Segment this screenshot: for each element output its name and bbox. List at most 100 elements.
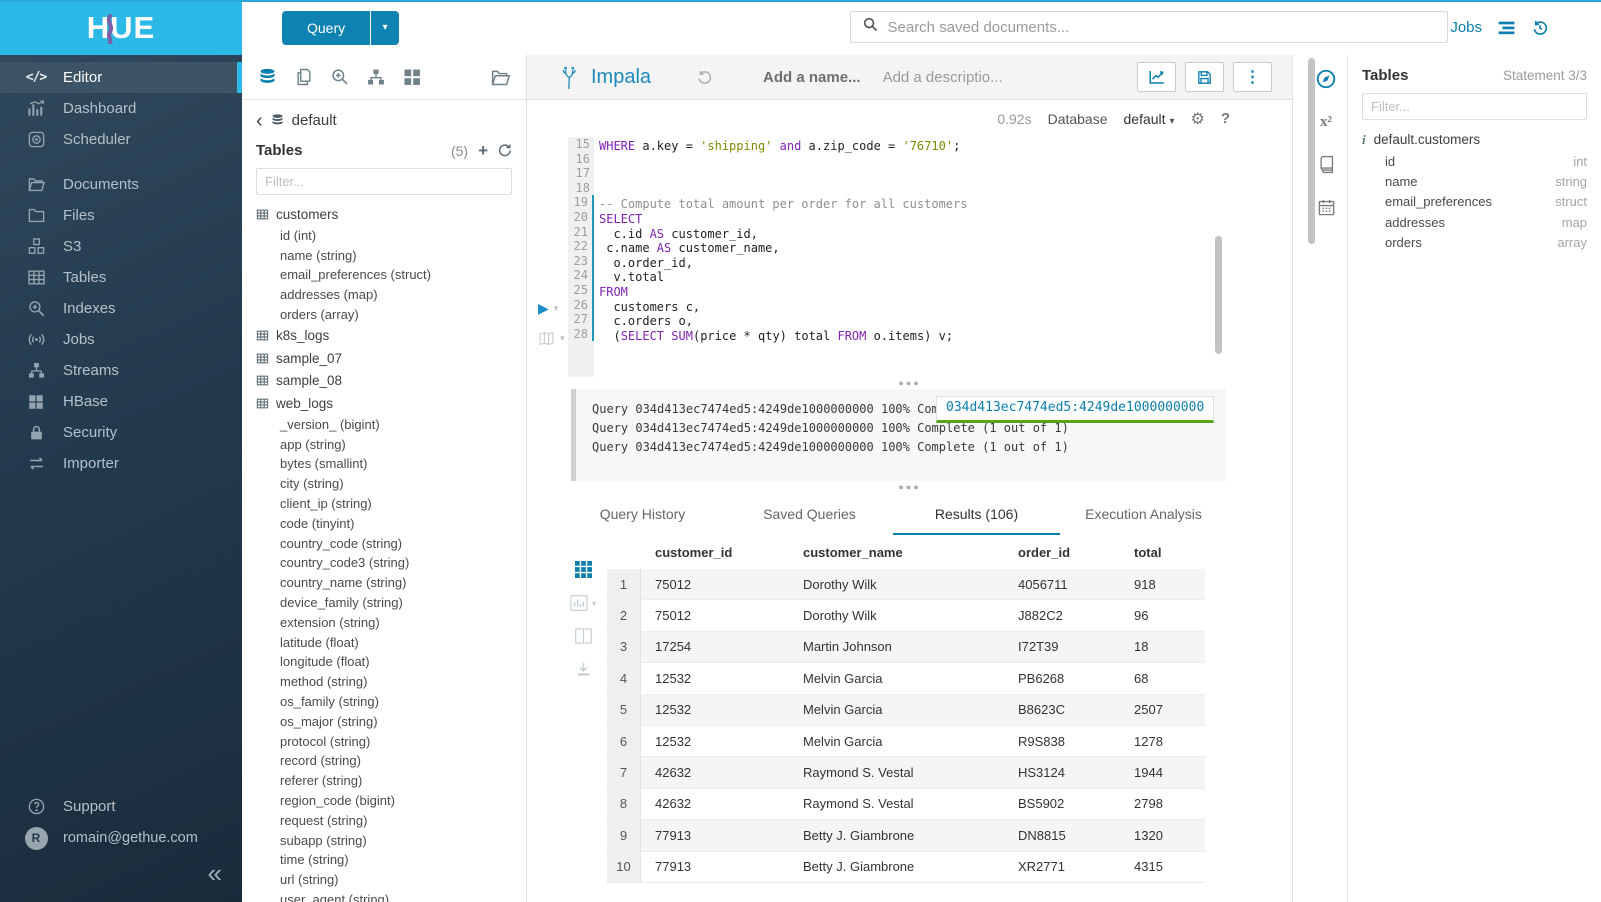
tree-column[interactable]: extension (string)	[280, 614, 380, 630]
sidebar-item-support[interactable]: Support	[0, 790, 242, 822]
run-query-button[interactable]: ▶	[538, 300, 549, 316]
tree-column[interactable]: country_name (string)	[280, 575, 407, 591]
tree-column[interactable]: name (string)	[280, 247, 357, 263]
tab-execution-analysis[interactable]: Execution Analysis	[1085, 506, 1202, 522]
assist-databases-icon[interactable]	[257, 67, 278, 88]
map-options-caret[interactable]: ▾	[560, 333, 565, 343]
tree-column[interactable]: url (string)	[280, 872, 339, 888]
columns-view-icon[interactable]	[574, 628, 592, 644]
editor-scrollbar[interactable]	[1215, 236, 1222, 354]
tables-filter-input[interactable]	[256, 168, 512, 195]
more-actions-button[interactable]: ⋮	[1233, 62, 1272, 92]
tree-column[interactable]: email_preferences (struct)	[280, 267, 431, 283]
run-options-caret[interactable]: ▾	[553, 302, 559, 313]
hue-logo[interactable]: HUE	[0, 0, 242, 55]
tree-table-customers[interactable]: customers	[256, 203, 512, 226]
assist-search-icon[interactable]	[330, 67, 350, 87]
right-column-email_preferences[interactable]: email_preferences struct	[1385, 194, 1587, 210]
sidebar-item-s3[interactable]: S3	[0, 231, 242, 262]
info-icon[interactable]: i	[1362, 131, 1366, 147]
tree-column[interactable]: country_code3 (string)	[280, 555, 410, 571]
tree-column[interactable]: region_code (bigint)	[280, 793, 395, 809]
query-name-field[interactable]: Add a name...	[763, 68, 861, 86]
global-search[interactable]	[849, 11, 1448, 43]
active-table[interactable]: i default.customers	[1362, 128, 1587, 151]
tree-column[interactable]: id (int)	[280, 227, 317, 243]
tab-saved-queries[interactable]: Saved Queries	[763, 506, 856, 522]
settings-gear-icon[interactable]: ⚙	[1190, 110, 1205, 128]
tree-column[interactable]: orders (array)	[280, 307, 359, 323]
panel-resizer[interactable]: ●●●	[898, 378, 921, 388]
query-description-field[interactable]: Add a descriptio...	[882, 68, 1003, 86]
right-assist-scrollbar[interactable]	[1308, 58, 1315, 244]
column-header-order_id[interactable]: order_id	[1018, 544, 1071, 560]
new-query-button[interactable]: Query ▾	[282, 10, 400, 45]
query-dropdown-caret[interactable]: ▾	[371, 10, 400, 45]
right-column-orders[interactable]: orders array	[1385, 235, 1587, 251]
column-header-customer_name[interactable]: customer_name	[803, 544, 903, 560]
history-icon[interactable]	[1531, 19, 1549, 37]
panel-resizer-2[interactable]: ●●●	[898, 482, 921, 492]
refresh-icon[interactable]	[497, 143, 512, 158]
tree-column[interactable]: _version_ (bigint)	[280, 416, 380, 432]
query-id-popover[interactable]: 034d413ec7474ed5:4249de1000000000	[936, 396, 1215, 423]
breadcrumb-db-name[interactable]: default	[291, 112, 337, 129]
sidebar-item-documents[interactable]: Documents	[0, 169, 242, 200]
tree-table-sample_07[interactable]: sample_07	[256, 347, 512, 370]
explain-map-icon[interactable]	[538, 330, 555, 347]
sidebar-item-user[interactable]: R romain@gethue.com	[0, 822, 242, 854]
sidebar-item-scheduler[interactable]: Scheduler	[0, 124, 242, 155]
grid-view-icon[interactable]	[574, 561, 592, 578]
tree-column[interactable]: record (string)	[280, 753, 361, 769]
tree-table-sample_08[interactable]: sample_08	[256, 369, 512, 392]
search-input[interactable]	[887, 18, 1436, 36]
chart-view-icon[interactable]: ▾	[570, 595, 596, 611]
tree-column[interactable]: user_agent (string)	[280, 892, 390, 902]
query-history-icon[interactable]	[696, 69, 713, 86]
database-selector[interactable]: default ▾	[1123, 110, 1175, 127]
tree-column[interactable]: code (tinyint)	[280, 515, 355, 531]
tree-column[interactable]: city (string)	[280, 476, 344, 492]
sidebar-item-editor[interactable]: </> Editor	[0, 62, 242, 93]
open-folder-icon[interactable]	[490, 67, 511, 88]
right-column-name[interactable]: name string	[1385, 174, 1587, 190]
sidebar-item-tables[interactable]: Tables	[0, 262, 242, 293]
tree-column[interactable]: subapp (string)	[280, 832, 367, 848]
active-table-name[interactable]: default.customers	[1373, 132, 1481, 147]
assist-documents-icon[interactable]	[294, 67, 314, 87]
tab-results-106-[interactable]: Results (106)	[893, 506, 1060, 535]
tree-table-web_logs[interactable]: web_logs	[256, 392, 512, 415]
tree-column[interactable]: latitude (float)	[280, 634, 359, 650]
engine-name[interactable]: Impala	[591, 65, 652, 88]
tree-column[interactable]: country_code (string)	[280, 535, 403, 551]
sidebar-item-streams[interactable]: Streams	[0, 355, 242, 386]
tree-column[interactable]: request (string)	[280, 812, 368, 828]
right-column-id[interactable]: id int	[1385, 153, 1587, 169]
tree-column[interactable]: bytes (smallint)	[280, 456, 368, 472]
schedule-calendar-icon[interactable]	[1317, 198, 1336, 217]
tree-column[interactable]: method (string)	[280, 674, 368, 690]
assist-apps-icon[interactable]	[402, 67, 422, 87]
functions-icon[interactable]: x²	[1320, 114, 1332, 130]
language-reference-icon[interactable]	[1317, 155, 1336, 174]
right-filter-input[interactable]	[1362, 93, 1587, 120]
column-header-customer_id[interactable]: customer_id	[655, 544, 733, 560]
sidebar-item-importer[interactable]: Importer	[0, 448, 242, 479]
new-query-label[interactable]: Query	[282, 10, 371, 45]
tree-column[interactable]: client_ip (string)	[280, 496, 372, 512]
sql-editor[interactable]: 15 16 17 18 19 20 21 22 23 24 25 26 27 28 WHERE a.key…	[527, 137, 1292, 377]
save-button[interactable]	[1185, 62, 1224, 92]
sidebar-item-indexes[interactable]: Indexes	[0, 293, 242, 324]
tree-column[interactable]: os_major (string)	[280, 713, 378, 729]
chart-button[interactable]	[1137, 62, 1176, 92]
tree-column[interactable]: referer (string)	[280, 773, 363, 789]
tree-column[interactable]: os_family (string)	[280, 694, 379, 710]
jobs-list-icon[interactable]	[1497, 20, 1516, 36]
sidebar-item-hbase[interactable]: HBase	[0, 386, 242, 417]
right-column-addresses[interactable]: addresses map	[1385, 214, 1587, 230]
back-chevron-icon[interactable]: ‹	[256, 109, 263, 132]
tab-query-history[interactable]: Query History	[599, 506, 686, 522]
tree-column[interactable]: protocol (string)	[280, 733, 371, 749]
download-icon[interactable]	[575, 661, 592, 678]
sidebar-collapse-icon[interactable]: «	[207, 858, 222, 888]
